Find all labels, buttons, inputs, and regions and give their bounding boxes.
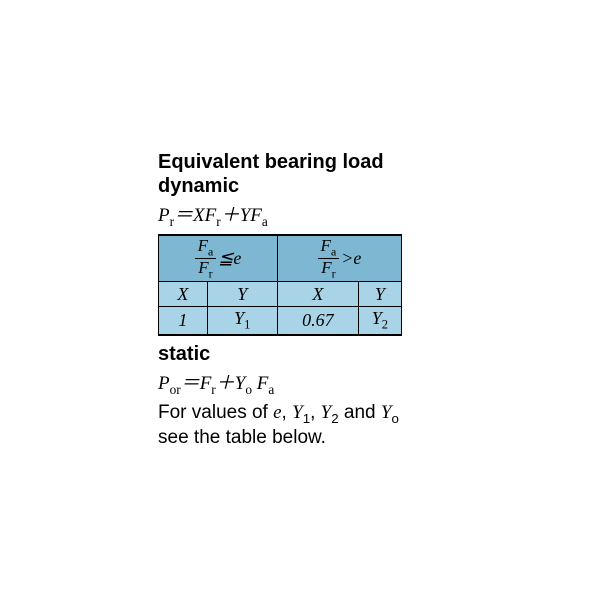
table-value-row: 1 Y1 0.67 Y2 xyxy=(159,307,402,335)
col-label: Y xyxy=(207,282,277,307)
frac-num: Fa xyxy=(318,237,340,259)
formula-static: Por＝Fr＋Yo Fa xyxy=(158,368,498,398)
formula-dynamic: Pr＝XFr＋YFa xyxy=(158,200,498,230)
bearing-table: Fa Fr ≦e Fa Fr >e X Y X Y 1 Y1 0.67 Y2 xyxy=(158,234,402,336)
frac-num: Fa xyxy=(195,237,217,259)
rel-right: >e xyxy=(341,248,361,268)
value-cell: 1 xyxy=(159,307,208,335)
col-label: X xyxy=(159,282,208,307)
col-label: X xyxy=(277,282,358,307)
rel-left: ≦e xyxy=(218,248,241,268)
table-header-row: Fa Fr ≦e Fa Fr >e xyxy=(159,235,402,282)
header-cell-left: Fa Fr ≦e xyxy=(159,235,278,282)
static-block: static Por＝Fr＋Yo Fa For values of e, Y1,… xyxy=(158,342,498,449)
value-cell: 0.67 xyxy=(277,307,358,335)
header-cell-right: Fa Fr >e xyxy=(277,235,401,282)
col-label: Y xyxy=(358,282,401,307)
heading-line1: Equivalent bearing load xyxy=(158,150,498,174)
heading-line2: dynamic xyxy=(158,174,498,198)
fraction-right: Fa Fr xyxy=(318,237,340,281)
static-heading: static xyxy=(158,342,498,366)
value-cell: Y2 xyxy=(358,307,401,335)
frac-den: Fr xyxy=(318,259,340,280)
footnote-text: For values of e, Y1, Y2 and Yosee the ta… xyxy=(158,402,498,450)
table-label-row: X Y X Y xyxy=(159,282,402,307)
content-block: Equivalent bearing load dynamic Pr＝XFr＋Y… xyxy=(158,150,498,449)
value-cell: Y1 xyxy=(207,307,277,335)
fraction-left: Fa Fr xyxy=(195,237,217,281)
frac-den: Fr xyxy=(195,259,217,280)
